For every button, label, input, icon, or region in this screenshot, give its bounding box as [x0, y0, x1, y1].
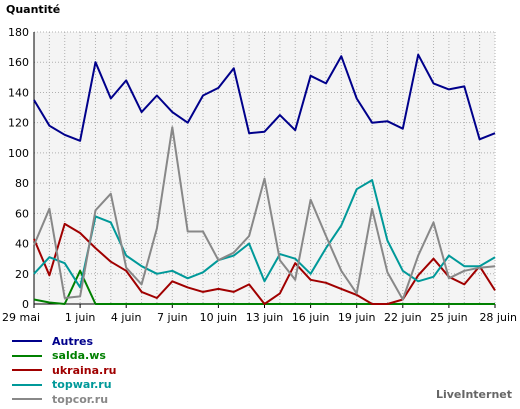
legend: Autres salda.ws ukraina.ru topwar.ru topcor.…	[12, 334, 116, 407]
y-tick-label: 120	[8, 117, 29, 130]
series-line-autres	[33, 53, 496, 142]
y-tick-label: 60	[15, 207, 29, 220]
y-tick-label: 140	[8, 86, 29, 99]
x-tick-label: 1 juin	[65, 311, 96, 324]
brand-label: LiveInternet	[435, 388, 512, 401]
y-tick-label: 180	[8, 26, 29, 39]
legend-label: ukraina.ru	[52, 363, 117, 377]
legend-item: salda.ws	[12, 349, 116, 364]
legend-label: salda.ws	[52, 349, 106, 363]
x-tick-label: 22 juin	[384, 311, 422, 324]
x-tick-label: 4 juin	[111, 311, 142, 324]
x-tick-label: 13 juin	[246, 311, 284, 324]
legend-item: topcor.ru	[12, 392, 116, 407]
legend-label: Autres	[52, 334, 94, 348]
legend-swatch	[12, 354, 42, 357]
legend-item: ukraina.ru	[12, 363, 116, 378]
y-axis-title: Quantité	[6, 3, 61, 16]
legend-label: topcor.ru	[52, 392, 109, 406]
legend-item: topwar.ru	[12, 378, 116, 393]
legend-swatch	[12, 383, 42, 386]
x-tick-label: 28 juin	[479, 311, 517, 324]
x-tick-label: 7 juin	[157, 311, 188, 324]
y-tick-label: 0	[22, 298, 29, 311]
y-tick-label: 40	[15, 238, 29, 251]
x-tick-label: 25 juin	[430, 311, 468, 324]
y-tick-label: 20	[15, 268, 29, 281]
series-line-topwar-ru	[33, 179, 496, 289]
x-tick-label: 10 juin	[200, 311, 238, 324]
y-tick-label: 100	[8, 147, 29, 160]
y-tick-label: 80	[15, 177, 29, 190]
y-tick-label: 160	[8, 56, 29, 69]
legend-swatch	[12, 369, 42, 372]
series-line-topcor-ru	[33, 126, 496, 301]
legend-swatch	[12, 340, 42, 343]
x-tick-label: 29 mai	[2, 311, 40, 324]
legend-label: topwar.ru	[52, 378, 112, 392]
x-tick-label: 19 juin	[338, 311, 376, 324]
legend-item: Autres	[12, 334, 116, 349]
legend-swatch	[12, 398, 42, 401]
x-tick-label: 16 juin	[292, 311, 330, 324]
series-line-ukraina-ru	[33, 222, 496, 305]
